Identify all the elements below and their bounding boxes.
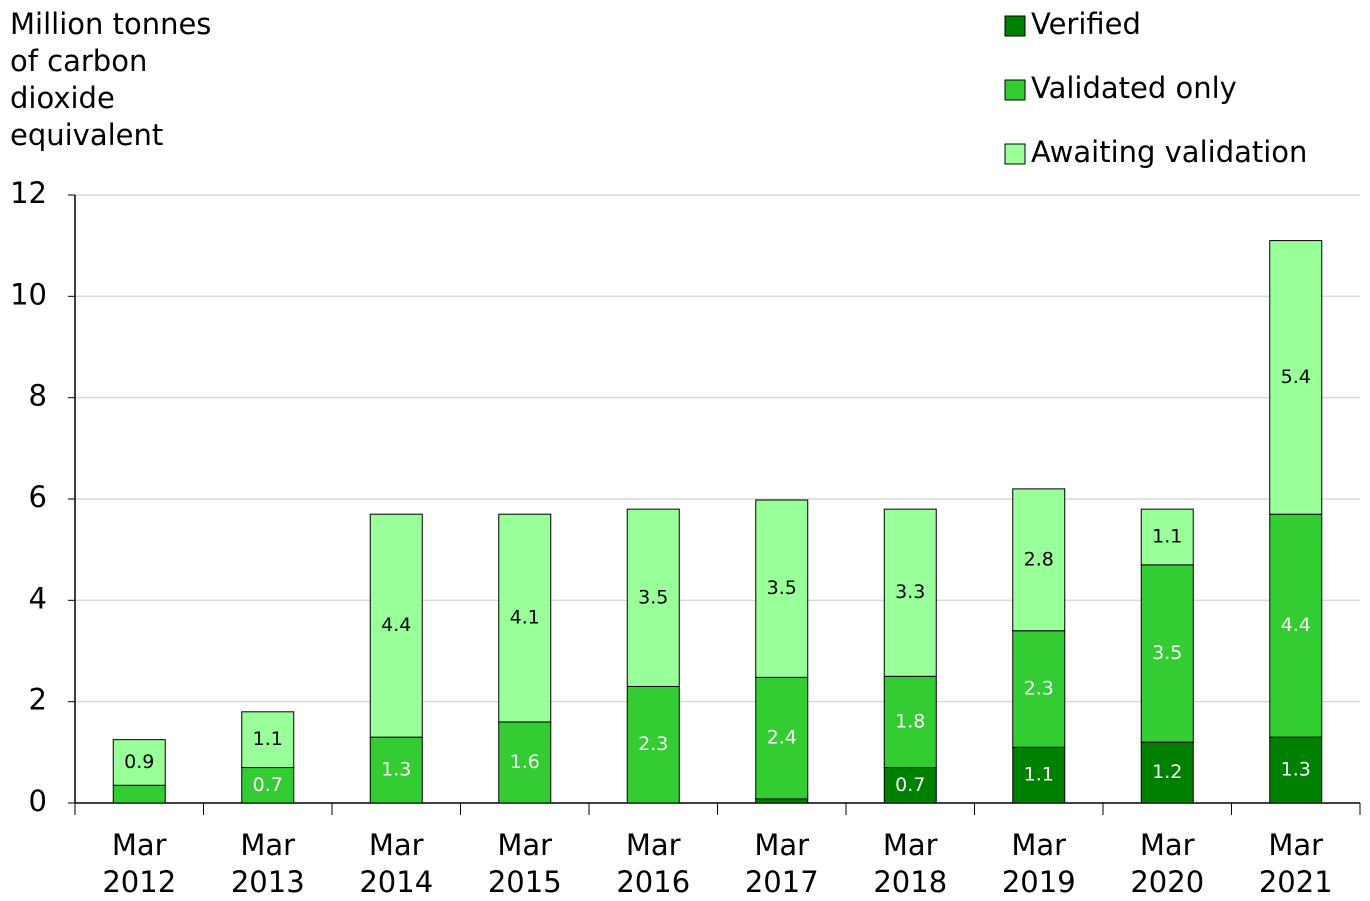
bar-segment bbox=[883, 675, 937, 769]
bar-segment bbox=[626, 508, 680, 687]
x-tick-label: Mar 2018 bbox=[873, 828, 948, 899]
data-label: 0.7 bbox=[253, 774, 283, 796]
y-axis-title: Million tonnes of carbon dioxide equival… bbox=[10, 7, 212, 152]
bar-segment bbox=[1269, 240, 1323, 515]
bar-segment bbox=[1012, 488, 1066, 632]
y-tick-label: 8 bbox=[29, 379, 47, 413]
bar-segment bbox=[883, 508, 937, 677]
bar-segment bbox=[1269, 513, 1323, 738]
data-label: 4.4 bbox=[1281, 614, 1311, 636]
data-label: 2.3 bbox=[638, 733, 668, 755]
data-label: 2.4 bbox=[767, 727, 797, 749]
bar-segment bbox=[498, 721, 552, 804]
y-tick-label: 0 bbox=[29, 784, 47, 818]
bar-segment bbox=[498, 513, 552, 723]
legend-swatch bbox=[1004, 143, 1026, 165]
data-label: 3.5 bbox=[638, 586, 668, 608]
x-tick-label: Mar 2019 bbox=[1001, 828, 1076, 899]
bar-segment bbox=[1140, 741, 1194, 804]
data-label: 0.9 bbox=[124, 751, 154, 773]
data-label: 1.3 bbox=[381, 759, 411, 781]
x-tick-label: Mar 2014 bbox=[359, 828, 434, 899]
x-tick-label: Mar 2013 bbox=[230, 828, 305, 899]
y-tick-label: 4 bbox=[29, 581, 47, 615]
bar-segment bbox=[1140, 508, 1194, 566]
legend-swatch bbox=[1004, 15, 1026, 37]
x-tick-label: Mar 2017 bbox=[744, 828, 819, 899]
bar-segment bbox=[112, 784, 166, 804]
x-tick-label: Mar 2012 bbox=[102, 828, 177, 899]
y-tick-label: 10 bbox=[10, 277, 47, 311]
data-label: 3.5 bbox=[767, 577, 797, 599]
bar-segment bbox=[883, 767, 937, 804]
y-tick-label: 12 bbox=[10, 176, 47, 210]
data-label: 1.2 bbox=[1152, 761, 1182, 783]
bar-segment bbox=[755, 798, 809, 804]
data-label: 1.8 bbox=[895, 710, 925, 732]
data-label: 1.1 bbox=[253, 728, 283, 750]
bar-segment bbox=[369, 736, 423, 804]
bar-segment bbox=[1269, 736, 1323, 804]
bar-segment bbox=[626, 685, 680, 804]
x-tick-label: Mar 2020 bbox=[1130, 828, 1205, 899]
bar-segment bbox=[1012, 630, 1066, 748]
data-label: 1.3 bbox=[1281, 759, 1311, 781]
x-tick-label: Mar 2015 bbox=[487, 828, 562, 899]
data-label: 3.3 bbox=[895, 581, 925, 603]
legend-label: Verified bbox=[1031, 7, 1141, 41]
data-label: 4.1 bbox=[510, 607, 540, 629]
data-label: 1.1 bbox=[1152, 526, 1182, 548]
bar-segment bbox=[1012, 746, 1066, 804]
data-label: 0.7 bbox=[895, 774, 925, 796]
bar-segment bbox=[241, 767, 295, 804]
bar-segment bbox=[112, 739, 166, 786]
data-label: 5.4 bbox=[1281, 366, 1311, 388]
y-tick-label: 6 bbox=[29, 480, 47, 514]
data-label: 1.6 bbox=[510, 751, 540, 773]
data-label: 1.1 bbox=[1024, 764, 1054, 786]
data-label: 4.4 bbox=[381, 614, 411, 636]
bar-segment bbox=[241, 711, 295, 769]
data-label: 2.3 bbox=[1024, 678, 1054, 700]
y-tick-label: 2 bbox=[29, 683, 47, 717]
bar-segment bbox=[1140, 564, 1194, 743]
x-tick-label: Mar 2021 bbox=[1258, 828, 1333, 899]
data-label: 2.8 bbox=[1024, 548, 1054, 570]
bar-segment bbox=[369, 513, 423, 738]
legend-label: Validated only bbox=[1031, 71, 1237, 105]
legend-label: Awaiting validation bbox=[1031, 135, 1307, 169]
x-tick-label: Mar 2016 bbox=[616, 828, 691, 899]
data-label: 3.5 bbox=[1152, 642, 1182, 664]
legend-swatch bbox=[1004, 79, 1026, 101]
bar-segment bbox=[755, 499, 809, 678]
